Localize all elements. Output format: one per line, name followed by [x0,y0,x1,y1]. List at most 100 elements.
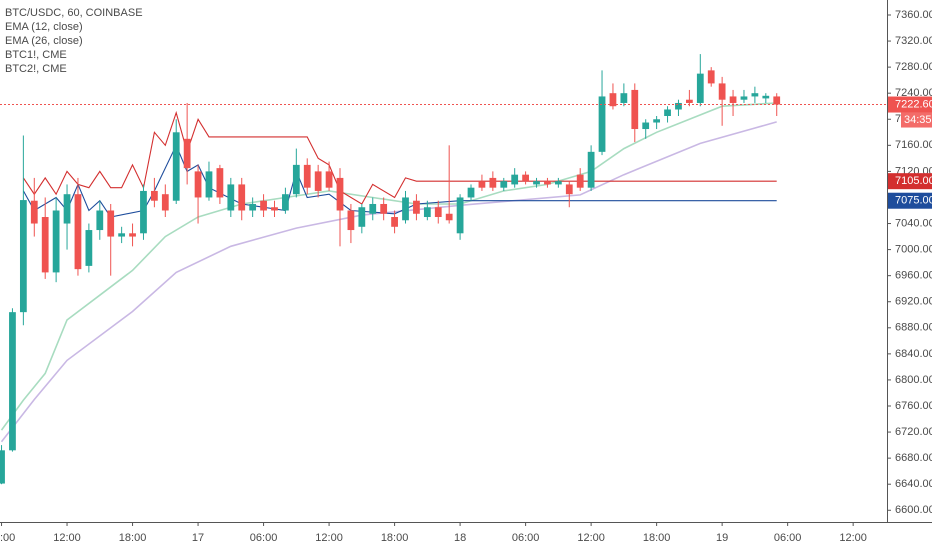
candle-body [238,184,246,211]
candle-body [664,109,671,116]
candle-body [522,174,529,182]
candle-body [172,132,180,201]
candle-body [631,89,639,130]
candle-body [161,194,169,211]
series-line [0,121,777,443]
legend-entry: EMA (26, close) [5,35,83,47]
candle-body [52,210,60,273]
candle-body [751,93,759,97]
candle-body [511,174,519,185]
candle-body [467,187,475,198]
candle-body [292,164,300,195]
y-tick-label: 6600.00 [895,504,932,516]
x-tick-label: 12:00 [53,532,81,544]
series-line [0,102,777,431]
candle-body [544,181,551,185]
y-tick-label: 6960.00 [895,270,932,282]
candle-body [85,230,93,266]
x-tick-label: 06:00 [774,532,802,544]
last-price-label-box [888,96,932,113]
y-tick-label: 7160.00 [895,139,932,151]
y-tick-label: 6720.00 [895,426,932,438]
candle-body [587,151,595,188]
series-price-label-box [888,192,932,209]
candle-body [194,171,202,198]
x-tick-label: 12:00 [577,532,605,544]
candle-body [9,312,16,451]
candle-body [773,96,781,105]
candle-body [129,233,136,237]
candle-body [249,203,257,211]
y-tick-label: 6880.00 [895,322,932,334]
chart-title: BTC/USDC, 60, COINBASE [5,7,143,19]
x-tick-label: 18:00 [643,532,671,544]
candle-body [413,200,420,214]
candle-body [205,171,213,198]
candle-body [456,197,464,234]
candle-body [500,181,508,188]
candle-body [282,194,289,211]
y-tick-label: 6800.00 [895,374,932,386]
candle-body [423,207,431,218]
x-tick-label: 19 [716,532,728,544]
candle-body [642,122,650,130]
y-tick-label: 7360.00 [895,9,932,21]
candle-body [96,210,104,231]
candle-body [740,96,748,100]
candle-body [227,184,235,211]
series-price-label-box [888,173,932,190]
candle-body [533,181,540,185]
x-tick-label: 18 [454,532,466,544]
candle-body [336,177,344,211]
candle-body [554,181,562,185]
candle-body [118,233,126,237]
candle-body [696,73,704,103]
candle-body [107,210,115,237]
y-tick-label: 7320.00 [895,35,932,47]
x-tick-label: 17 [192,532,204,544]
candle-body [609,93,617,107]
candle-body [369,203,377,214]
y-tick-label: 7000.00 [895,244,932,256]
y-tick-label: 6840.00 [895,348,932,360]
y-tick-label: 6920.00 [895,296,932,308]
candle-body [445,213,453,221]
series-price-label: 7075.00 [895,195,932,207]
y-tick-label: 7240.00 [895,87,932,99]
candle-body [391,217,398,227]
countdown-box [901,112,932,128]
candle-body [150,190,158,201]
series-line [22,143,777,218]
series-price-label: 7105.00 [895,175,932,187]
x-tick-label: 18:00 [119,532,147,544]
legend-entry: BTC1!, CME [5,49,67,61]
candle-body [0,450,5,484]
candle-body [347,210,355,231]
candle-body [565,184,573,195]
candle-body [358,207,366,227]
y-tick-label: 6760.00 [895,400,932,412]
x-tick-label: 12:00 [839,532,867,544]
plot-area [0,54,887,485]
candle-body [620,93,628,103]
candle-body [707,70,715,84]
y-tick-label: 7280.00 [895,61,932,73]
axes: 6600.00 6640.00 6680.00 6720.00 6760.00 6800.… [0,9,932,544]
candle-body [314,171,322,191]
candle-body [729,96,737,103]
candle-body [303,164,311,188]
candle-body [598,96,606,152]
candle-body [653,119,661,123]
legend-entry: BTC2!, CME [5,63,67,75]
candle-body [30,200,38,224]
candle-body [63,194,71,224]
candle-body [140,190,147,234]
candle-body [41,217,49,273]
y-tick-label: 7040.00 [895,217,932,229]
x-tick-label: 06:00 [250,532,278,544]
x-tick-label: 06:00 [512,532,540,544]
x-tick-label: 18:00 [381,532,409,544]
candle-body [74,194,82,270]
